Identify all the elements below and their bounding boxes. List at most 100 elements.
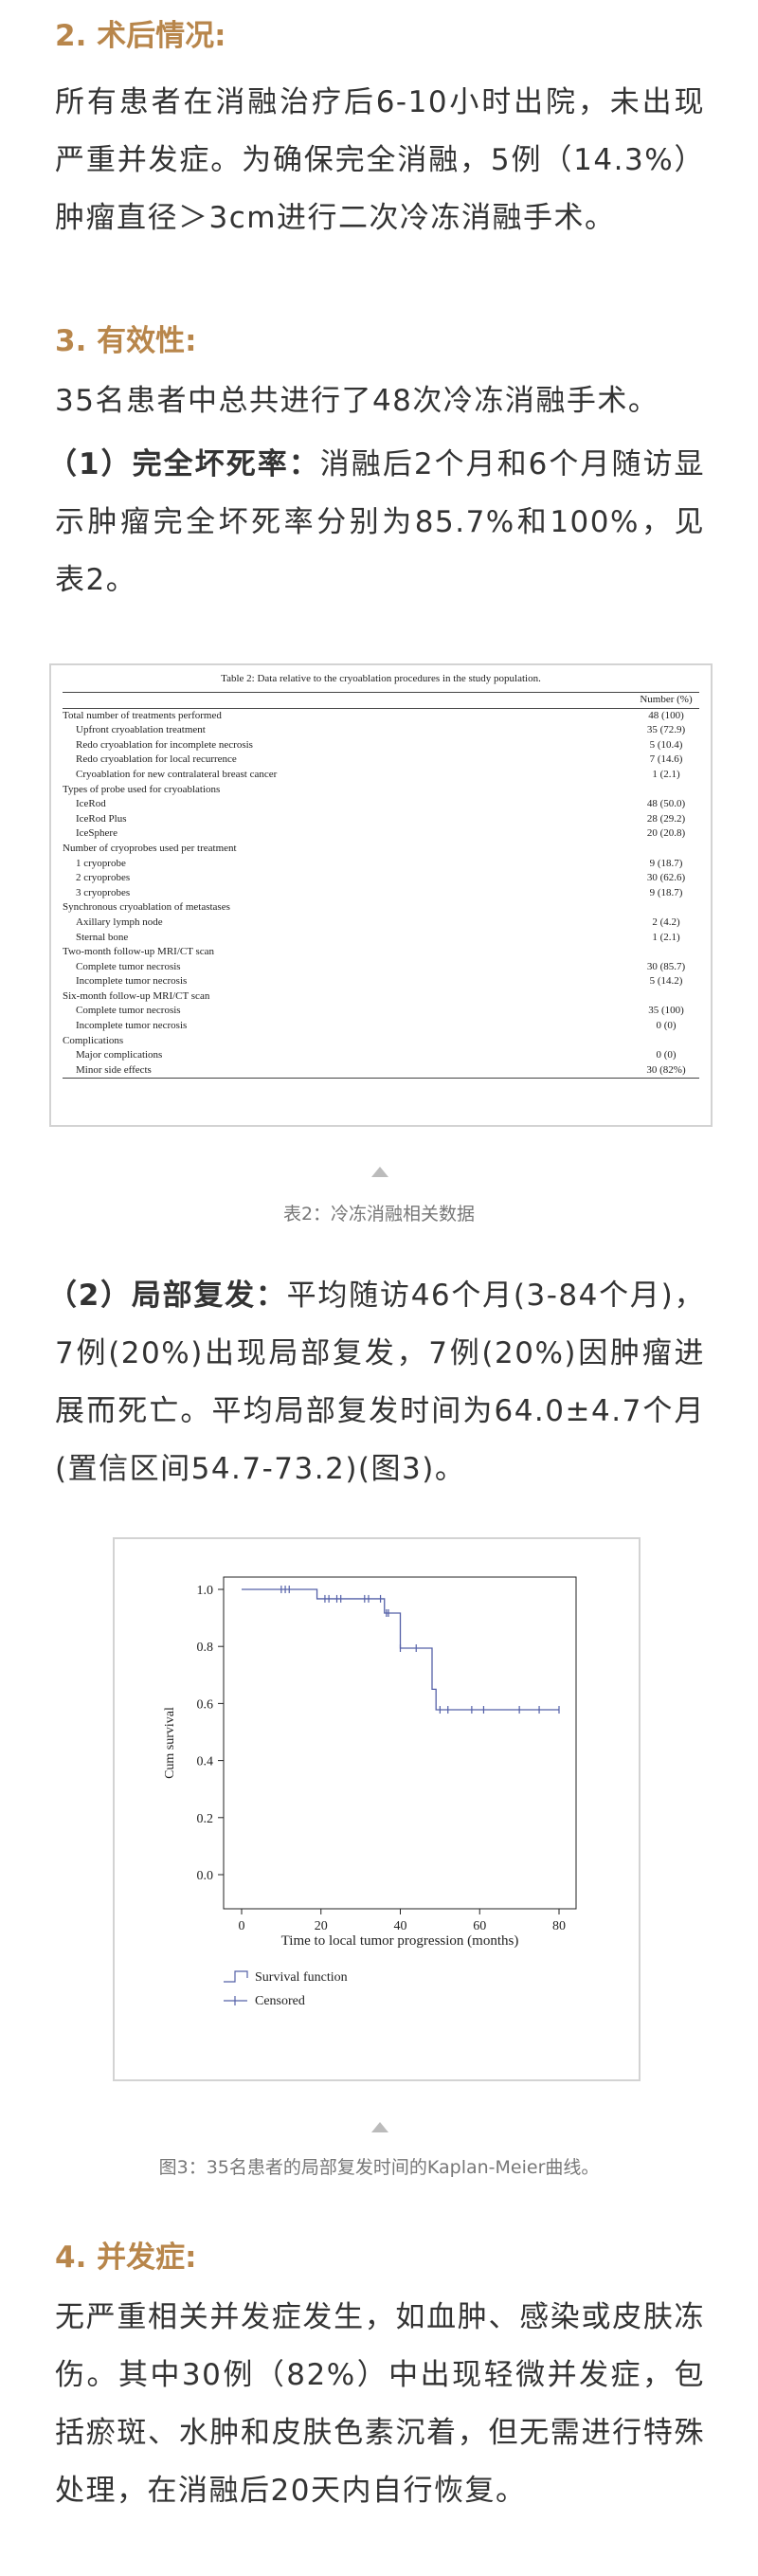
x-tick-label: 20 [315, 1919, 328, 1933]
recurrence-label: （2）局部复发： [47, 1279, 287, 1313]
table-caption: 表2：冷冻消融相关数据 [282, 1204, 476, 1225]
table-row: Complete tumor necrosis 35 (100) [63, 1004, 699, 1019]
row-label: IceRod [76, 798, 106, 810]
column-header: Number (%) [640, 694, 693, 705]
row-value: 30 (85.7) [646, 960, 686, 972]
table-row: IceSphere 20 (20.8) [63, 826, 699, 842]
row-label: Major complications [76, 1049, 163, 1061]
data-table: Number (%) Total number of treatments pe… [63, 692, 699, 1079]
x-tick-label: 80 [552, 1919, 566, 1933]
table-row: 3 cryoprobes 9 (18.7) [63, 886, 699, 901]
row-value: 48 (100) [648, 709, 684, 721]
row-label: Redo cryoablation for incomplete necrosi… [76, 738, 253, 751]
table-row: IceRod Plus 28 (29.2) [63, 812, 699, 827]
row-label: Minor side effects [76, 1063, 152, 1076]
x-tick-label: 40 [394, 1919, 407, 1933]
table-row: Total number of treatments performed 48 (… [63, 709, 699, 724]
figure-caption: 图3：35名患者的局部复发时间的Kaplan-Meier曲线。 [158, 2157, 600, 2178]
section-heading-postop: 2. 术后情况: [55, 19, 226, 53]
section-heading-efficacy: 3. 有效性: [55, 324, 197, 358]
section-heading-complications: 4. 并发症: [55, 2240, 197, 2275]
table-row: 2 cryoprobes 30 (62.6) [63, 871, 699, 886]
row-value: 30 (82%) [646, 1063, 686, 1076]
table-row: Complications [63, 1034, 699, 1049]
table-row: Upfront cryoablation treatment 35 (72.9) [63, 723, 699, 738]
table-row: Complete tumor necrosis 30 (85.7) [63, 960, 699, 975]
survival-function-line [242, 1588, 559, 1711]
y-tick-label: 0.0 [197, 1869, 214, 1883]
row-label: Types of probe used for cryoablations [63, 783, 221, 795]
table-row: Two-month follow-up MRI/CT scan [63, 945, 699, 960]
row-value: 9 (18.7) [649, 857, 683, 869]
table-row: Cryoablation for new contralateral breas… [63, 768, 699, 783]
table-row: IceRod 48 (50.0) [63, 797, 699, 812]
row-value: 1 (2.1) [652, 768, 680, 780]
table-row: Redo cryoablation for incomplete necrosi… [63, 738, 699, 753]
necrosis-text: 消融后2个月和6个月随访显示肿瘤完全坏死率分别为85.7%和100%，见表2。 [55, 447, 705, 597]
km-chart: 0.0 0.2 0.4 0.6 0.8 1.0 0 20 40 60 80 Time to loca… [163, 1576, 577, 2008]
necrosis-label: （1）完全坏死率： [47, 447, 320, 481]
efficacy-paragraph: 35名患者中总共进行了48次冷冻消融手术。 [55, 384, 659, 418]
table-row: Major complications 0 (0) [63, 1048, 699, 1063]
legend-survival-function: Survival function [255, 1970, 348, 1985]
row-value: 0 (0) [656, 1020, 677, 1032]
y-axis-label: Cum survival [163, 1707, 177, 1779]
y-tick-label: 0.8 [197, 1641, 214, 1655]
row-label: Synchronous cryoablation of metastases [63, 901, 230, 914]
row-value [633, 783, 699, 798]
row-value: 9 (18.7) [649, 886, 683, 898]
row-value [633, 900, 699, 916]
row-label: Redo cryoablation for local recurrence [76, 753, 237, 766]
row-label: 3 cryoprobes [76, 886, 131, 898]
row-label: Axillary lymph node [76, 916, 163, 928]
row-value: 7 (14.6) [649, 753, 683, 766]
caption-arrow-icon [371, 2122, 388, 2132]
y-tick-label: 0.2 [197, 1812, 214, 1826]
y-tick-label: 0.4 [197, 1755, 214, 1769]
row-label: 1 cryoprobe [76, 857, 126, 869]
row-label: Sternal bone [76, 931, 129, 943]
table-row: Sternal bone 1 (2.1) [63, 931, 699, 946]
table-row: Redo cryoablation for local recurrence 7 … [63, 753, 699, 768]
row-label: Number of cryoprobes used per treatment [63, 842, 237, 854]
row-label: IceSphere [76, 827, 117, 840]
row-label: Upfront cryoablation treatment [76, 724, 206, 736]
y-tick-label: 0.6 [197, 1697, 214, 1712]
row-value: 5 (10.4) [649, 738, 683, 751]
x-tick-label: 0 [239, 1919, 245, 1933]
row-value [633, 842, 699, 857]
row-value: 28 (29.2) [646, 812, 686, 825]
row-value: 20 (20.8) [646, 827, 686, 840]
row-label: Complete tumor necrosis [76, 960, 181, 972]
row-value: 48 (50.0) [646, 798, 686, 810]
row-label: Incomplete tumor necrosis [76, 1020, 188, 1032]
row-value: 1 (2.1) [652, 931, 680, 943]
row-label: Complications [63, 1034, 124, 1046]
y-tick-label: 1.0 [197, 1584, 214, 1598]
legend-censored-icon [224, 1996, 247, 2005]
legend-censored: Censored [255, 1994, 305, 2008]
caption-arrow-icon [371, 1167, 388, 1177]
table-row: Number of cryoprobes used per treatment [63, 842, 699, 857]
x-axis-label: Time to local tumor progression (months) [281, 1933, 519, 1949]
recurrence-text: 平均随访46个月(3-84个月)，7例(20%)出现局部复发，7例(20%)因肿… [55, 1279, 705, 1486]
table-row: 1 cryoprobe 9 (18.7) [63, 857, 699, 872]
row-value: 30 (62.6) [646, 872, 686, 884]
row-label: Two-month follow-up MRI/CT scan [63, 946, 215, 958]
table-header-row: Number (%) [63, 693, 699, 709]
row-value: 35 (72.9) [646, 724, 686, 736]
row-label: IceRod Plus [76, 812, 127, 825]
row-label: Incomplete tumor necrosis [76, 975, 188, 988]
x-tick-label: 60 [473, 1919, 486, 1933]
table-row: Types of probe used for cryoablations [63, 783, 699, 798]
row-label: Cryoablation for new contralateral breas… [76, 768, 278, 780]
legend-step-icon [224, 1970, 248, 1983]
table-row: Synchronous cryoablation of metastases [63, 900, 699, 916]
row-value [633, 989, 699, 1005]
row-value [633, 945, 699, 960]
postop-paragraph: 所有患者在消融治疗后6-10小时出院，未出现严重并发症。为确保完全消融，5例（1… [55, 85, 705, 235]
table-row: Six-month follow-up MRI/CT scan [63, 989, 699, 1005]
table-row: Incomplete tumor necrosis 0 (0) [63, 1019, 699, 1034]
necrosis-paragraph: （1）完全坏死率：消融后2个月和6个月随访显示肿瘤完全坏死率分别为85.7%和1… [47, 436, 705, 609]
